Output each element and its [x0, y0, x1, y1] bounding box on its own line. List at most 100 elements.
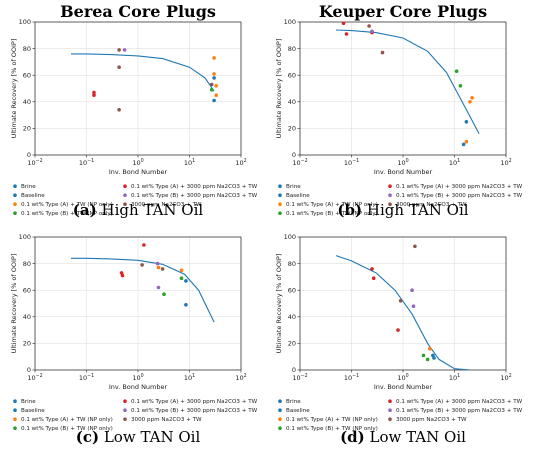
- legend-entry: 0.1 wt% Type (B) + 3000 ppm Na2CO3 + TW: [131, 408, 258, 414]
- legend-entry: Baseline: [21, 193, 45, 199]
- data-point: [92, 93, 96, 97]
- x-tick-label: 100: [132, 373, 143, 382]
- legend-entry: 3000 ppm Na2CO3 + TW: [396, 202, 467, 208]
- x-axis-label: Inv. Bond Number: [109, 383, 168, 391]
- data-point: [371, 276, 376, 281]
- legend-entry: 0.1 wt% Type (B) + 3000 ppm Na2CO3 + TW: [131, 193, 258, 199]
- data-point: [122, 48, 127, 52]
- legend-marker: [388, 399, 392, 404]
- data-point: [370, 267, 374, 271]
- data-point: [155, 261, 160, 266]
- legend-entry: Baseline: [286, 408, 310, 414]
- panel-caption: (c) Low TAN Oil: [76, 428, 201, 446]
- x-tick-label: 101: [449, 158, 460, 167]
- y-axis-label: Ultimate Recovery [% of OOIP]: [10, 39, 18, 139]
- y-tick-label: 0: [27, 366, 31, 374]
- legend-entry: 0.1 wt% Type (B) + TW (NP only): [286, 211, 378, 217]
- y-tick-label: 0: [27, 151, 31, 159]
- data-point: [117, 108, 121, 112]
- legend-entry: 0.1 wt% Type (A) + 3000 ppm Na2CO3 + TW: [131, 184, 258, 190]
- y-tick-label: 80: [288, 260, 296, 268]
- y-tick-label: 60: [23, 71, 31, 79]
- y-tick-label: 80: [23, 260, 31, 268]
- data-point: [461, 142, 466, 147]
- data-point: [184, 279, 188, 283]
- data-point: [411, 304, 416, 309]
- data-point: [464, 120, 469, 124]
- legend-marker: [278, 184, 282, 188]
- fit-curve: [335, 255, 471, 371]
- panel-caption: (d) Low TAN Oil: [340, 428, 466, 446]
- y-axis-label: Ultimate Recovery [% of OOIP]: [10, 254, 18, 354]
- data-point: [454, 69, 459, 73]
- fit-curve: [71, 53, 215, 92]
- y-tick-label: 100: [19, 18, 31, 26]
- y-tick-label: 40: [23, 98, 31, 106]
- data-point: [212, 98, 216, 103]
- legend-marker: [388, 184, 392, 188]
- y-tick-label: 20: [23, 125, 31, 133]
- y-tick-label: 20: [23, 340, 31, 348]
- x-tick-label: 102: [500, 158, 511, 167]
- legend-entry: 0.1 wt% Type (A) + 3000 ppm Na2CO3 + TW: [396, 399, 523, 405]
- legend-entry: 0.1 wt% Type (B) + TW (NP only): [286, 426, 378, 432]
- data-point: [458, 84, 463, 88]
- legend-marker: [388, 193, 392, 197]
- legend-entry: Brine: [286, 399, 301, 405]
- chart-panel-2: Keuper Core Plugs 10−2 10−1 100 101 102 0 20 40 6…: [275, 2, 523, 219]
- y-tick-label: 40: [23, 313, 31, 321]
- legend-entry: Baseline: [286, 193, 310, 199]
- data-point: [367, 24, 371, 28]
- legend-marker: [388, 417, 392, 422]
- data-point: [179, 276, 184, 281]
- data-point: [214, 93, 218, 97]
- data-point: [470, 96, 474, 100]
- y-tick-label: 20: [288, 340, 296, 348]
- data-point: [380, 50, 385, 55]
- y-tick-label: 0: [292, 151, 296, 159]
- legend-marker: [278, 202, 282, 206]
- legend-marker: [278, 211, 282, 215]
- legend-marker: [13, 426, 17, 431]
- data-point: [212, 72, 216, 76]
- data-point: [398, 299, 403, 303]
- data-point: [370, 29, 374, 34]
- legend-marker: [278, 193, 282, 197]
- legend-entry: 0.1 wt% Type (A) + TW (NP only): [21, 202, 113, 208]
- legend-marker: [13, 184, 17, 188]
- panel-caption: (b) High TAN Oil: [337, 201, 468, 219]
- data-point: [212, 76, 216, 80]
- legend-entry: Brine: [21, 184, 36, 190]
- data-point: [142, 243, 146, 247]
- data-point: [160, 267, 165, 271]
- data-point: [396, 328, 400, 332]
- y-tick-label: 60: [288, 286, 296, 294]
- legend-marker: [13, 399, 17, 404]
- x-tick-label: 10−1: [79, 158, 94, 167]
- legend-entry: 0.1 wt% Type (B) + 3000 ppm Na2CO3 + TW: [396, 408, 523, 414]
- y-tick-label: 100: [284, 18, 296, 26]
- legend-marker: [123, 184, 127, 188]
- y-tick-label: 100: [19, 233, 31, 241]
- legend-marker: [123, 408, 127, 413]
- x-axis-label: Inv. Bond Number: [109, 168, 168, 176]
- data-point: [344, 32, 349, 36]
- legend-entry: 0.1 wt% Type (B) + 3000 ppm Na2CO3 + TW: [396, 193, 523, 199]
- data-point: [209, 82, 214, 87]
- fit-curve: [335, 29, 480, 134]
- data-point: [92, 90, 96, 95]
- y-tick-label: 80: [288, 45, 296, 53]
- data-point: [162, 292, 166, 297]
- legend-marker: [123, 399, 127, 404]
- legend-marker: [278, 408, 282, 413]
- legend-entry: 0.1 wt% Type (B) + TW (NP only): [21, 426, 113, 432]
- y-tick-label: 40: [288, 98, 296, 106]
- data-point: [427, 346, 432, 351]
- x-tick-label: 100: [132, 158, 143, 167]
- legend-marker: [13, 202, 17, 206]
- panel-title: Keuper Core Plugs: [319, 2, 487, 21]
- legend-entry: 3000 ppm Na2CO3 + TW: [131, 202, 202, 208]
- y-tick-label: 20: [288, 125, 296, 133]
